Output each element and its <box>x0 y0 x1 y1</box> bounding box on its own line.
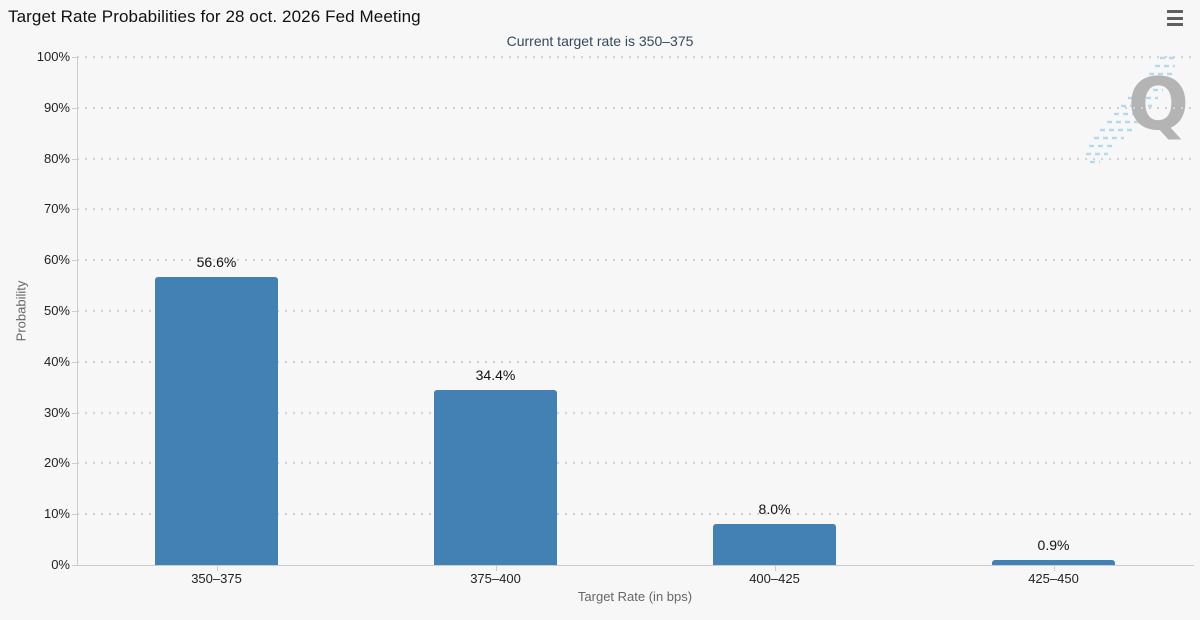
bar-value-label: 0.9% <box>1037 537 1070 554</box>
hamburger-menu-icon <box>1167 23 1183 26</box>
y-axis-tick <box>72 412 77 414</box>
y-tick-label: 80% <box>43 150 70 166</box>
x-category-label: 350–375 <box>191 571 242 586</box>
bar-425-450[interactable] <box>992 560 1115 565</box>
x-category-label: 425–450 <box>1028 571 1079 586</box>
y-tick-label: 100% <box>36 49 70 64</box>
y-axis-tick <box>72 361 77 363</box>
y-tick-label: 50% <box>43 303 70 318</box>
y-tick-label: 40% <box>43 353 70 369</box>
y-tick-label: 90% <box>43 99 70 115</box>
y-axis-tick <box>72 463 77 465</box>
y-gridline <box>77 259 1193 262</box>
y-gridline <box>77 56 1193 58</box>
y-gridline <box>77 411 1193 414</box>
context-menu-button[interactable] <box>1165 8 1187 28</box>
y-axis-tick <box>72 57 77 58</box>
y-gridline <box>77 208 1193 211</box>
y-gridline <box>77 157 1193 160</box>
y-tick-label: 20% <box>43 455 70 471</box>
bar-value-label: 34.4% <box>475 367 516 384</box>
bar-value-label: 56.6% <box>196 254 237 271</box>
y-axis-tick <box>72 565 77 566</box>
x-axis-line <box>77 565 1194 566</box>
y-gridline <box>77 106 1193 109</box>
y-gridline <box>77 310 1193 312</box>
y-tick-label: 30% <box>43 404 70 420</box>
y-gridline <box>77 513 1193 516</box>
y-axis-tick <box>72 260 77 262</box>
y-tick-label: 10% <box>43 506 70 522</box>
y-tick-label: 70% <box>43 201 70 217</box>
x-axis-tick <box>495 566 497 571</box>
y-axis-tick <box>72 158 77 160</box>
y-axis-tick <box>72 209 77 211</box>
watermark-q-letter: Q <box>1127 62 1189 146</box>
y-gridline <box>77 360 1193 363</box>
hamburger-menu-icon <box>1167 10 1183 13</box>
y-tick-label: 0% <box>51 557 70 572</box>
y-axis-tick <box>72 311 77 312</box>
x-axis-title: Target Rate (in bps) <box>577 589 693 604</box>
bar-350-375[interactable] <box>155 277 278 565</box>
chart-subtitle: Current target rate is 350–375 <box>506 33 694 49</box>
y-axis-tick <box>72 107 77 109</box>
x-axis-tick <box>774 566 776 571</box>
y-tick-label: 60% <box>43 252 70 268</box>
y-gridline <box>77 462 1193 465</box>
x-category-label: 400–425 <box>749 571 800 586</box>
chart-title: Target Rate Probabilities for 28 oct. 20… <box>8 7 421 26</box>
bar-375-400[interactable] <box>434 390 557 565</box>
hamburger-menu-icon <box>1167 16 1183 20</box>
x-axis-tick <box>1053 566 1055 571</box>
x-axis-tick <box>216 566 218 571</box>
bar-value-label: 8.0% <box>758 501 791 518</box>
y-axis-line <box>77 57 78 565</box>
x-category-label: 375–400 <box>470 571 521 586</box>
y-axis-title: Probability <box>13 280 29 342</box>
y-axis-tick <box>72 514 77 516</box>
bar-400-425[interactable] <box>713 524 836 565</box>
